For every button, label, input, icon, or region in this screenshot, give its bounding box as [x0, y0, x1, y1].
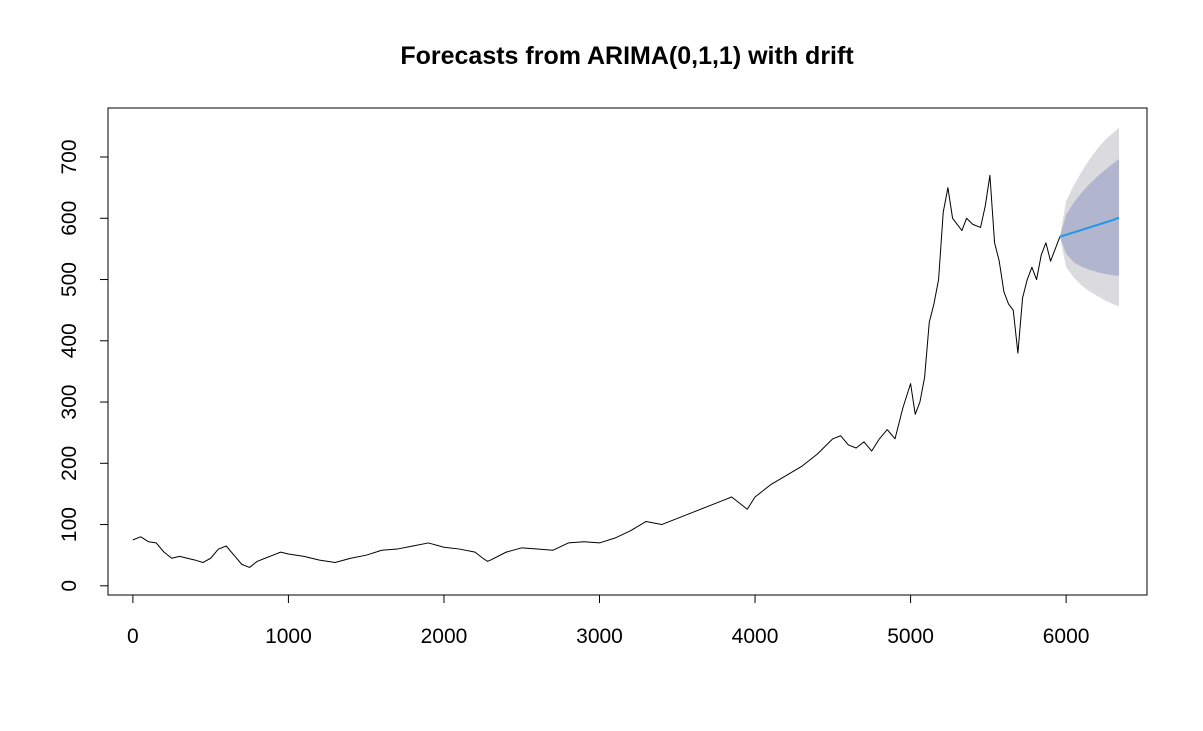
chart-title: Forecasts from ARIMA(0,1,1) with drift — [400, 42, 854, 70]
y-tick-label: 100 — [58, 507, 81, 542]
y-tick-label: 0 — [58, 580, 81, 592]
y-tick-label: 300 — [58, 385, 81, 420]
forecast-mean-line — [1059, 216, 1120, 238]
y-tick-label: 500 — [58, 262, 81, 297]
x-tick-label: 6000 — [1043, 625, 1090, 648]
x-tick-label: 2000 — [421, 625, 468, 648]
y-tick-label: 600 — [58, 201, 81, 236]
y-axis: 0 100 200 300 400 500 600 700 — [58, 139, 109, 592]
forecast-layer — [1059, 216, 1120, 238]
x-tick-label: 1000 — [265, 625, 312, 648]
x-axis: 0 1000 2000 3000 4000 5000 6000 — [127, 594, 1090, 648]
plot-frame — [107, 107, 1148, 596]
x-tick-label: 4000 — [732, 625, 779, 648]
y-tick-label: 700 — [58, 139, 81, 174]
x-tick-label: 5000 — [887, 625, 934, 648]
history-series-line — [132, 174, 1061, 568]
history-layer — [132, 174, 1061, 568]
y-tick-label: 400 — [58, 323, 81, 358]
forecast-band-80 — [1059, 158, 1119, 276]
y-tick-label: 200 — [58, 446, 81, 481]
x-tick-label: 3000 — [576, 625, 623, 648]
band-80-layer — [1059, 158, 1119, 276]
x-tick-label: 0 — [127, 625, 139, 648]
